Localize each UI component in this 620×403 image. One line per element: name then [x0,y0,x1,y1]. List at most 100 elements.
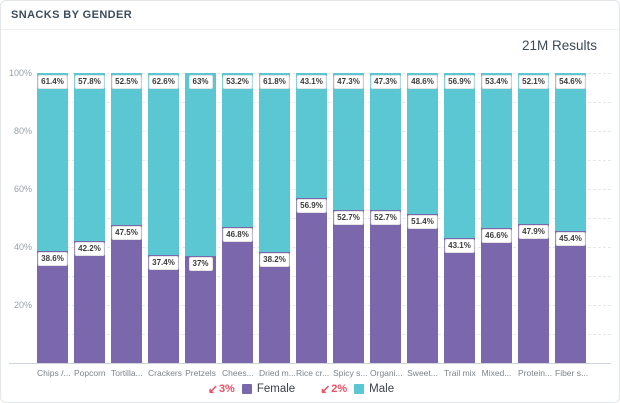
bar-8: 43.1% 56.9% [296,73,327,363]
bar-11: 48.6% 51.4% [407,73,438,363]
bar-segment-male[interactable] [481,73,512,228]
female-value-label: 37.4% [148,255,179,270]
x-axis-label: Tortilla... [111,368,143,378]
bar-5: 63% 37% [185,73,216,363]
male-value-label: 62.6% [148,75,179,89]
legend-item-male[interactable]: Male [354,383,394,395]
female-value-label: 43.1% [444,239,475,253]
x-axis-label: Protein... [518,368,553,378]
x-axis-label: Organi... [370,368,403,378]
male-value-label: 47.3% [333,75,364,89]
male-value-label: 48.6% [407,75,438,89]
x-axis-label: Fiber s... [555,368,589,378]
bar-segment-female[interactable] [481,227,512,363]
y-tick-label: 20% [13,300,32,310]
bar-segment-female[interactable] [222,227,253,363]
card-header: SNACKS BY GENDER [1,1,619,30]
legend: ↙ 3% Female ↙ 2% Male [1,381,619,396]
male-value-label: 54.6% [555,75,586,89]
chart: 61.4% 38.6% 57.8% 42.2% 52.5% 47.5% 62.6% 37.4%… [9,68,611,364]
x-axis-label: Sweet... [407,368,438,378]
bar-10: 47.3% 52.7% [370,73,401,363]
x-axis-label: Spicy s... [333,368,368,378]
bar-segment-male[interactable] [37,73,68,252]
legend-item-female[interactable]: Female [241,383,295,395]
x-axis-label: Popcorn [74,368,106,378]
bar-segment-male[interactable] [74,73,105,241]
y-tick-label: 60% [13,184,32,194]
bar-3: 52.5% 47.5% [111,73,142,363]
bar-segment-female[interactable] [111,225,142,363]
bar-segment-female[interactable] [555,231,586,363]
male-value-label: 52.1% [518,75,549,89]
y-tick-label: 40% [13,242,32,252]
male-value-label: 53.4% [481,75,512,89]
plot-area: 61.4% 38.6% 57.8% 42.2% 52.5% 47.5% 62.6% 37.4%… [37,73,611,363]
bar-segment-male[interactable] [518,73,549,225]
bar-15: 54.6% 45.4% [555,73,586,363]
bar-6: 53.2% 46.8% [222,73,253,363]
bar-1: 61.4% 38.6% [37,73,68,363]
bar-segment-female[interactable] [370,210,401,363]
female-value-label: 46.8% [222,228,253,243]
male-value-label: 56.9% [444,75,475,89]
x-axis-label: Dried m... [259,368,296,378]
x-axis-label: Rice cr... [296,368,330,378]
bar-segment-female[interactable] [444,238,475,363]
bar-segment-female[interactable] [37,251,68,363]
legend-label: Male [369,383,395,395]
female-value-label: 45.4% [555,232,586,247]
x-axis-label: Chips /... [37,368,71,378]
results-row: 21M Results [1,30,619,61]
bar-9: 47.3% 52.7% [333,73,364,363]
female-value-label: 51.4% [407,214,438,229]
bar-segment-male[interactable] [148,73,179,255]
bar-segment-male[interactable] [333,73,364,211]
bar-segment-male[interactable] [222,73,253,228]
bar-segment-female[interactable] [148,254,179,363]
bar-segment-male[interactable] [185,73,216,256]
bar-segment-male[interactable] [296,73,327,198]
x-axis-label: Trail mix [444,368,476,378]
male-value-label: 52.5% [111,75,142,89]
x-axis-labels: Chips /... Popcorn Tortilla... Crackers Pret… [37,368,611,380]
bar-13: 53.4% 46.6% [481,73,512,363]
bar-segment-male[interactable] [555,73,586,232]
trend-down-arrow-icon: ↙ [320,381,331,396]
female-value-label: 56.9% [296,198,327,213]
female-value-label: 46.6% [481,228,512,243]
female-value-label: 37% [188,256,213,271]
bar-segment-male[interactable] [407,73,438,214]
bar-segment-female[interactable] [296,197,327,363]
bar-segment-male[interactable] [370,73,401,211]
bar-segment-female[interactable] [407,213,438,363]
bar-segment-male[interactable] [444,73,475,238]
female-value-label: 38.2% [259,253,290,268]
x-axis-label: Crackers [148,368,183,378]
x-axis-label: Chees... [222,368,254,378]
y-axis: 100% 80% 60% 40% 20% [9,68,37,363]
bar-segment-female[interactable] [185,255,216,363]
bar-segment-male[interactable] [111,73,142,226]
male-value-label: 53.2% [222,75,253,89]
bar-segment-female[interactable] [259,252,290,363]
bars-group: 61.4% 38.6% 57.8% 42.2% 52.5% 47.5% 62.6% 37.4%… [37,73,611,363]
card-title: SNACKS BY GENDER [11,9,133,21]
female-value-label: 47.9% [518,225,549,240]
x-axis-label: Mixed... [481,368,512,378]
male-value-label: 43.1% [296,75,327,89]
bar-segment-female[interactable] [74,240,105,363]
bar-segment-male[interactable] [259,73,290,253]
bar-segment-female[interactable] [333,210,364,363]
bar-segment-female[interactable] [518,224,549,363]
bar-2: 57.8% 42.2% [74,73,105,363]
bar-7: 61.8% 38.2% [259,73,290,363]
bar-12: 56.9% 43.1% [444,73,475,363]
legend-swatch-male [354,384,365,394]
male-value-label: 61.4% [37,75,68,89]
female-value-label: 47.5% [111,226,142,241]
y-tick-label: 100% [8,68,32,78]
legend-swatch-female [241,384,252,394]
y-tick-label: 80% [13,126,32,136]
